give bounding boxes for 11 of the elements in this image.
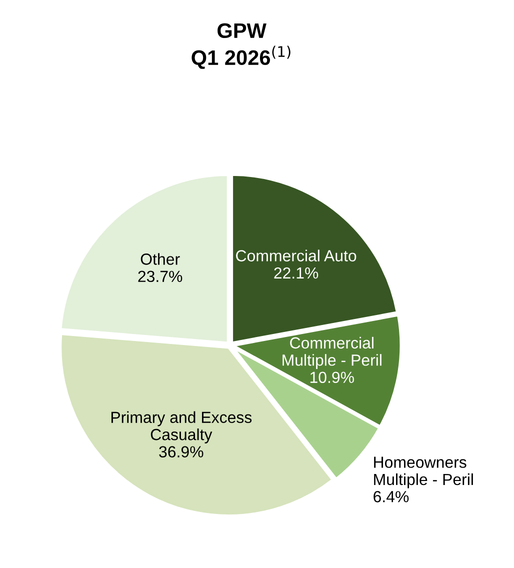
data-label: 23.7% [138,270,182,282]
data-label: 6.4% [374,491,409,502]
slice-label: Homeowners Multiple - Peril [374,456,473,488]
data-label: 36.9% [159,446,204,458]
slice-label: Other [140,253,180,265]
slice-label: Primary and Excess Casualty [111,411,252,444]
slice-label: Commercial Multiple - Peril [282,336,382,369]
data-label: 22.1% [274,267,318,279]
data-label: 10.9% [310,372,354,384]
chart-title: GPW Q1 2026$^{(1)}$ [192,23,290,69]
slice-label: Commercial Auto [236,250,356,262]
